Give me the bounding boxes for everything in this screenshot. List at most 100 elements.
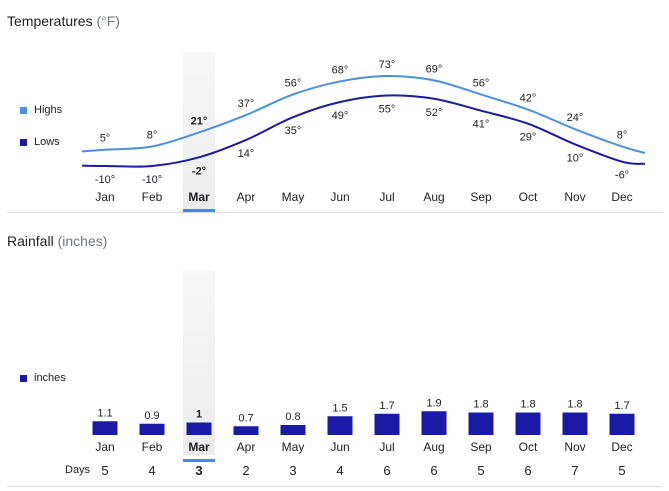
rain-days-value: 4 — [148, 463, 156, 478]
rain-value-label: 1.8 — [473, 399, 488, 411]
month-label[interactable]: Aug — [423, 440, 444, 454]
month-label[interactable]: Feb — [142, 190, 163, 204]
month-label[interactable]: May — [282, 190, 305, 204]
temperature-chart: 5° 8° 21° 37° 56° 68° 73° 69° 56° 42° 24° 8° -10° -10… — [81, 59, 646, 204]
legend-lows-label: Lows — [34, 136, 60, 148]
rain-value-label: 1 — [196, 409, 202, 421]
rain-value-label: 1.8 — [567, 399, 582, 411]
data-label-lows: 49° — [332, 110, 349, 122]
data-label-highs: 24° — [567, 112, 584, 124]
month-label[interactable]: Jan — [95, 440, 114, 454]
rain-days-value: 7 — [571, 463, 579, 478]
data-label-lows: 29° — [520, 132, 537, 144]
data-label-highs: 8° — [617, 129, 628, 141]
data-label-lows: -10° — [95, 174, 115, 186]
data-label-highs: 5° — [100, 133, 111, 145]
rain-bar — [609, 413, 635, 435]
data-label-highs: 21° — [191, 115, 208, 127]
legend-lows: Lows — [20, 136, 60, 148]
month-label[interactable]: Jun — [330, 440, 349, 454]
rain-bar — [515, 412, 541, 435]
month-label[interactable]: Oct — [519, 440, 538, 454]
data-label-lows: 14° — [238, 148, 255, 160]
month-label[interactable]: Apr — [237, 440, 256, 454]
rainfall-unit: (inches) — [57, 233, 108, 249]
data-label-lows: -2° — [192, 165, 206, 177]
days-label: Days — [65, 464, 91, 476]
month-label[interactable]: May — [282, 440, 305, 454]
data-label-lows: 41° — [473, 119, 490, 131]
temperatures-unit: (°F) — [96, 13, 120, 29]
month-label[interactable]: Nov — [564, 190, 585, 204]
rain-days-value: 5 — [101, 463, 109, 478]
rain-bar — [562, 412, 588, 435]
data-label-lows: 52° — [426, 107, 443, 119]
month-label[interactable]: Jul — [379, 440, 394, 454]
month-label[interactable]: Sep — [470, 440, 492, 454]
month-label[interactable]: Jan — [95, 190, 114, 204]
data-label-lows: -6° — [615, 170, 629, 182]
selected-month-highlight — [183, 52, 215, 210]
legend-highs: Highs — [20, 104, 62, 116]
rain-days-value: 3 — [195, 463, 203, 478]
legend-inches-label: inches — [34, 372, 66, 384]
rain-value-label: 0.9 — [144, 410, 159, 422]
selected-month-indicator — [183, 209, 215, 212]
rain-bar — [139, 423, 165, 435]
data-label-highs: 42° — [520, 93, 537, 105]
legend-lows-swatch — [20, 138, 27, 146]
data-label-lows: -10° — [142, 174, 162, 186]
rain-days-value: 5 — [618, 463, 626, 478]
data-label-highs: 73° — [379, 59, 396, 71]
rain-days-value: 5 — [477, 463, 485, 478]
rain-bar — [92, 421, 118, 435]
data-label-highs: 68° — [332, 64, 349, 76]
rain-value-label: 1.1 — [97, 407, 112, 419]
series-line-highs — [81, 75, 646, 154]
legend-inches: inches — [20, 372, 66, 384]
rain-value-label: 1.7 — [379, 400, 394, 412]
rain-bar — [374, 413, 400, 435]
month-label[interactable]: Apr — [237, 190, 256, 204]
rain-days-value: 3 — [289, 463, 297, 478]
month-label[interactable]: Oct — [519, 190, 538, 204]
temperatures-title-text: Temperatures — [7, 13, 93, 29]
rain-value-label: 0.7 — [238, 412, 253, 424]
month-label[interactable]: Aug — [423, 190, 444, 204]
series-line-lows — [81, 94, 646, 168]
month-label[interactable]: Mar — [188, 190, 210, 204]
rain-value-label: 1.8 — [520, 399, 535, 411]
data-label-lows: 35° — [285, 125, 302, 137]
rain-value-label: 1.9 — [426, 397, 441, 409]
rain-days-value: 6 — [524, 463, 532, 478]
legend-inches-swatch — [20, 374, 27, 382]
month-label[interactable]: Mar — [188, 440, 210, 454]
rain-value-label: 0.8 — [285, 411, 300, 423]
rain-bar — [233, 426, 259, 435]
rain-bar — [327, 416, 353, 435]
month-label[interactable]: Dec — [611, 190, 632, 204]
section-divider — [7, 212, 662, 213]
data-label-highs: 56° — [285, 77, 302, 89]
month-label[interactable]: Nov — [564, 440, 585, 454]
data-label-lows: 10° — [567, 152, 584, 164]
data-label-highs: 37° — [238, 98, 255, 110]
rain-value-label: 1.7 — [614, 400, 629, 412]
rain-days-value: 4 — [336, 463, 344, 478]
temperatures-title: Temperatures (°F) — [7, 13, 120, 29]
month-label[interactable]: Jun — [330, 190, 349, 204]
rain-bar — [468, 412, 494, 435]
data-label-highs: 69° — [426, 63, 443, 75]
month-label[interactable]: Feb — [142, 440, 163, 454]
rain-days-value: 6 — [430, 463, 438, 478]
month-label[interactable]: Jul — [379, 190, 394, 204]
month-label[interactable]: Dec — [611, 440, 632, 454]
rain-days-value: 2 — [242, 463, 250, 478]
month-label[interactable]: Sep — [470, 190, 492, 204]
rain-bar — [186, 422, 212, 435]
rain-days-value: 6 — [383, 463, 391, 478]
rain-bar — [280, 425, 306, 435]
data-label-highs: 8° — [147, 129, 158, 141]
data-label-lows: 55° — [379, 104, 396, 116]
